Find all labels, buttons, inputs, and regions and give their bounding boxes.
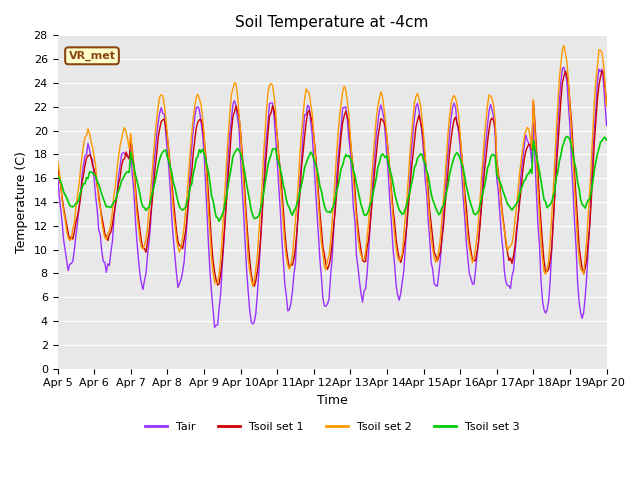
Tsoil set 2 — [249, 283, 257, 289]
Tair — [54, 170, 61, 176]
Tsoil set 2 — [560, 43, 568, 48]
Line: Tair: Tair — [58, 67, 607, 327]
Tsoil set 3 — [368, 198, 376, 204]
Tsoil set 2 — [54, 158, 61, 164]
Text: VR_met: VR_met — [68, 51, 115, 61]
Tsoil set 2 — [537, 239, 545, 244]
Tsoil set 2 — [386, 173, 394, 179]
Tsoil set 3 — [69, 204, 77, 210]
Tsoil set 2 — [398, 251, 406, 256]
Line: Tsoil set 2: Tsoil set 2 — [58, 46, 607, 286]
Tair — [386, 200, 394, 205]
Tair — [69, 258, 77, 264]
Tair — [156, 110, 164, 116]
Y-axis label: Temperature (C): Temperature (C) — [15, 151, 28, 253]
Tair — [211, 324, 218, 330]
Tsoil set 3 — [215, 218, 223, 224]
Tair — [398, 279, 406, 285]
Line: Tsoil set 1: Tsoil set 1 — [58, 71, 607, 286]
Tsoil set 2 — [69, 226, 77, 232]
Tair — [560, 64, 568, 70]
Tsoil set 1 — [69, 236, 77, 242]
Tsoil set 1 — [386, 170, 394, 176]
Title: Soil Temperature at -4cm: Soil Temperature at -4cm — [236, 15, 429, 30]
Tsoil set 3 — [386, 168, 394, 173]
Tair — [603, 123, 611, 129]
Tsoil set 1 — [561, 68, 569, 74]
Tsoil set 1 — [250, 283, 258, 289]
Tair — [537, 277, 545, 283]
Tsoil set 2 — [156, 94, 164, 99]
Tsoil set 3 — [603, 137, 611, 143]
Tsoil set 1 — [368, 204, 376, 210]
Tsoil set 1 — [54, 162, 61, 168]
X-axis label: Time: Time — [317, 394, 348, 407]
Tsoil set 1 — [398, 254, 406, 260]
Tsoil set 2 — [603, 103, 611, 109]
Line: Tsoil set 3: Tsoil set 3 — [58, 136, 607, 221]
Tsoil set 3 — [156, 156, 164, 162]
Tsoil set 1 — [156, 126, 164, 132]
Tsoil set 3 — [563, 133, 571, 139]
Tair — [368, 198, 376, 204]
Tsoil set 1 — [603, 99, 611, 105]
Tsoil set 3 — [537, 178, 545, 184]
Tsoil set 3 — [398, 211, 406, 217]
Tsoil set 3 — [54, 173, 61, 179]
Tsoil set 1 — [537, 220, 545, 226]
Tsoil set 2 — [368, 175, 376, 180]
Legend: Tair, Tsoil set 1, Tsoil set 2, Tsoil set 3: Tair, Tsoil set 1, Tsoil set 2, Tsoil se… — [140, 418, 524, 436]
